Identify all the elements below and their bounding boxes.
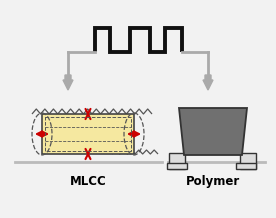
FancyArrow shape bbox=[63, 75, 73, 90]
Bar bbox=[45, 117, 131, 151]
Polygon shape bbox=[179, 108, 247, 155]
Bar bbox=[169, 153, 185, 169]
Text: MLCC: MLCC bbox=[70, 175, 106, 188]
Bar bbox=[167, 163, 187, 169]
Bar bbox=[42, 114, 134, 154]
FancyArrow shape bbox=[203, 75, 213, 90]
Bar bbox=[236, 163, 256, 169]
Bar bbox=[240, 153, 256, 169]
Text: Polymer: Polymer bbox=[186, 175, 240, 188]
